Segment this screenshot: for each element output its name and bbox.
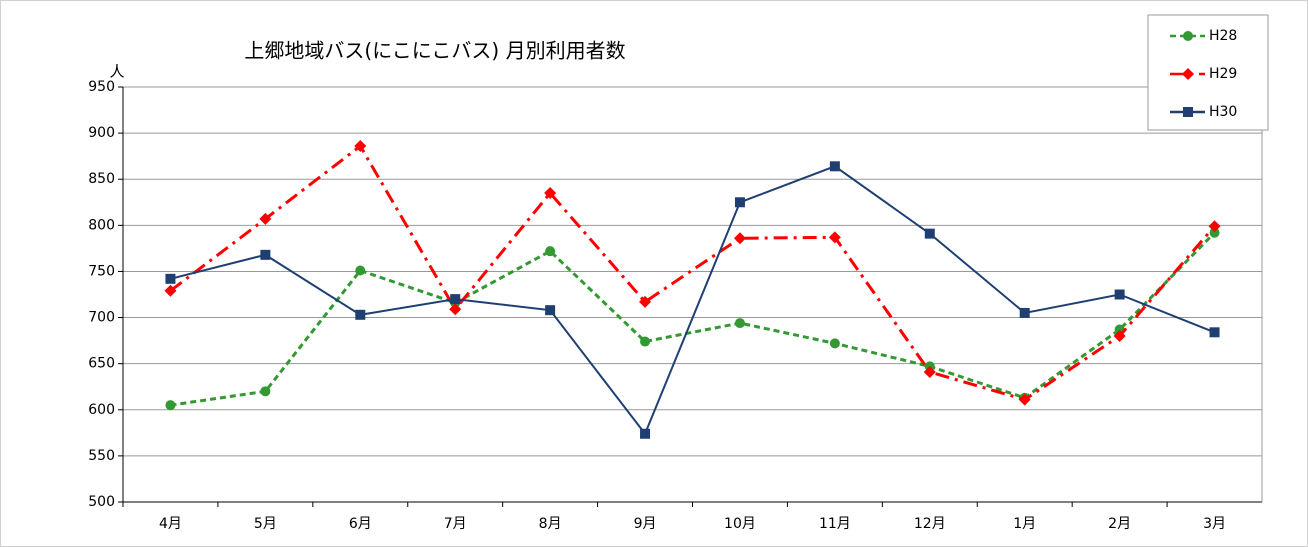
x-tick-label: 10月	[724, 516, 756, 532]
x-tick-label: 12月	[914, 516, 946, 532]
x-tick-label: 2月	[1108, 516, 1131, 532]
x-tick-label: 6月	[349, 516, 372, 532]
y-tick-label: 750	[88, 263, 115, 279]
marker	[829, 161, 840, 172]
legend-label: H29	[1209, 66, 1237, 82]
legend-box	[1147, 14, 1269, 131]
y-tick-label: 500	[88, 494, 115, 510]
marker	[165, 273, 176, 284]
y-axis-unit: 人	[109, 63, 124, 81]
marker	[260, 386, 271, 397]
marker	[1113, 330, 1126, 342]
legend-label: H28	[1209, 28, 1237, 44]
y-tick-label: 900	[88, 125, 115, 141]
marker	[733, 232, 746, 245]
y-tick-label: 650	[88, 356, 115, 372]
marker	[450, 294, 461, 305]
series-line	[170, 231, 1216, 407]
x-tick-label: 9月	[634, 516, 657, 532]
marker	[640, 336, 651, 347]
marker	[259, 212, 272, 225]
marker	[734, 318, 745, 329]
marker	[355, 309, 366, 320]
marker	[640, 428, 651, 439]
x-tick-label: 3月	[1203, 516, 1226, 532]
marker	[1182, 68, 1194, 80]
y-tick-label: 600	[88, 402, 115, 418]
marker	[924, 228, 935, 239]
chart-title: 上郷地域バス(にこにこバス) 月別利用者数	[244, 39, 625, 63]
marker	[1183, 31, 1193, 41]
marker	[354, 140, 367, 153]
x-tick-label: 7月	[444, 516, 467, 532]
marker	[829, 338, 840, 349]
series-line	[170, 165, 1215, 436]
marker	[545, 246, 556, 257]
x-tick-label: 11月	[819, 516, 851, 532]
marker	[1183, 107, 1193, 117]
marker	[355, 265, 366, 276]
marker	[545, 305, 556, 316]
marker	[1018, 393, 1031, 406]
marker	[260, 249, 271, 260]
x-tick-label: 1月	[1013, 516, 1036, 532]
marker	[1208, 220, 1221, 233]
marker	[544, 187, 557, 200]
y-tick-label: 700	[88, 310, 115, 326]
legend-label: H30	[1209, 104, 1237, 120]
marker	[449, 303, 462, 316]
marker	[165, 400, 176, 411]
y-tick-label: 550	[88, 448, 115, 464]
x-tick-label: 8月	[539, 516, 562, 532]
marker	[1019, 307, 1030, 318]
marker	[1209, 227, 1220, 238]
x-tick-label: 5月	[254, 516, 277, 532]
marker	[1114, 289, 1125, 300]
x-tick-label: 4月	[159, 516, 182, 532]
marker	[923, 365, 936, 378]
marker	[734, 197, 745, 208]
marker	[639, 295, 652, 308]
y-tick-label: 850	[88, 171, 115, 187]
y-tick-label: 800	[88, 217, 115, 233]
y-tick-label: 950	[88, 79, 115, 95]
marker	[164, 284, 177, 297]
marker	[828, 231, 841, 244]
marker	[1209, 327, 1220, 338]
